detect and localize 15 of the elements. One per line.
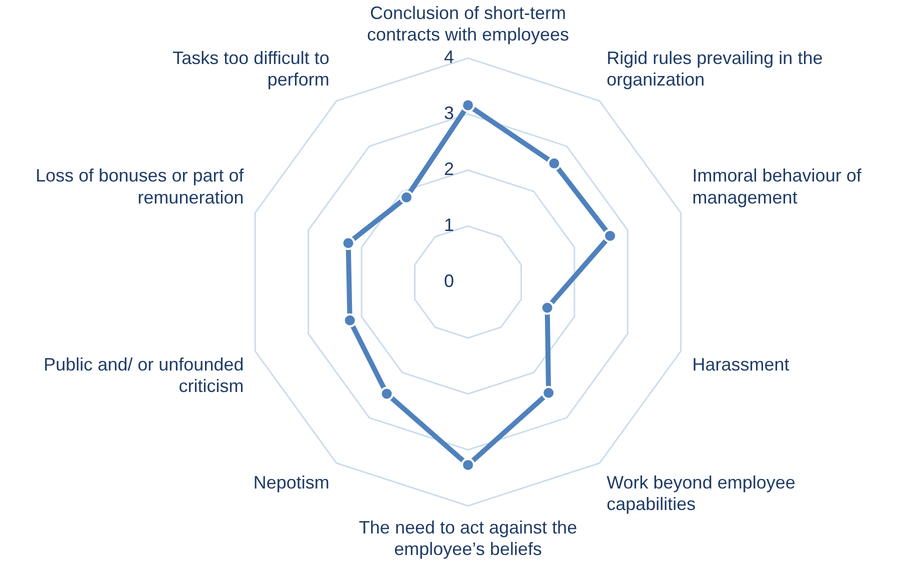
spoke-label: Public and/ or unfounded criticism xyxy=(44,354,244,396)
spoke-label: Nepotism xyxy=(253,472,330,493)
spoke-label: Immoral behaviour of management xyxy=(692,166,862,208)
spoke-label: The need to act against the employee’s beliefs xyxy=(358,518,578,560)
spoke-label: Rigid rules prevailing in the organization xyxy=(606,48,823,90)
y-tick-label: 2 xyxy=(444,159,454,180)
y-tick-label: 0 xyxy=(444,270,454,291)
spoke-label: Conclusion of short-term contracts with employees xyxy=(366,2,570,44)
y-tick-label: 3 xyxy=(444,103,454,124)
y-tick-label: 4 xyxy=(444,47,454,68)
spoke-label: Tasks too difficult to perform xyxy=(172,48,330,90)
y-tick-label: 1 xyxy=(444,215,454,236)
spoke-label: Work beyond employee capabilities xyxy=(606,472,796,514)
spoke-label: Harassment xyxy=(692,354,790,375)
spoke-label: Loss of bonuses or part of remuneration xyxy=(36,166,245,208)
